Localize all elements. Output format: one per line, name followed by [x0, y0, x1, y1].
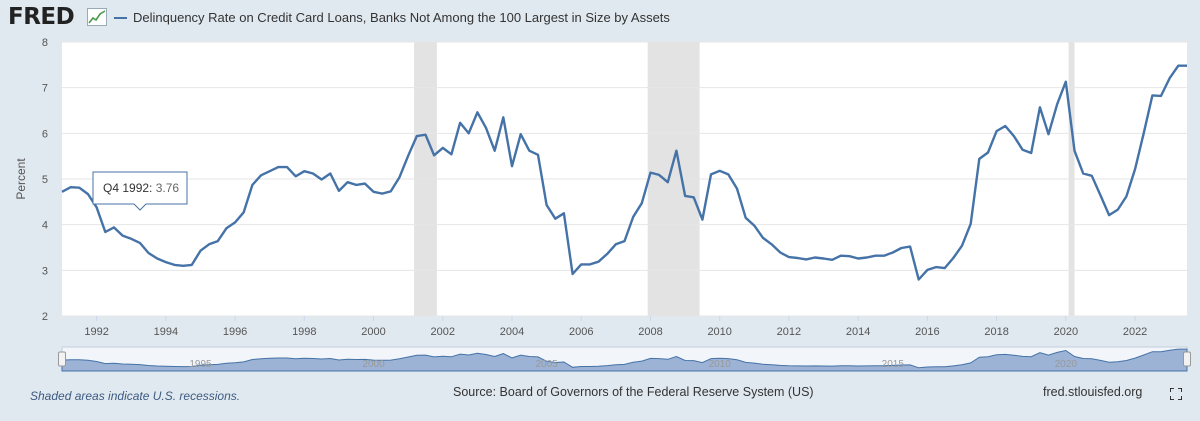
navigator-handle-left[interactable]	[58, 351, 66, 367]
tooltip: Q4 1992: 3.76	[92, 171, 188, 211]
recession-note: Shaded areas indicate U.S. recessions.	[30, 389, 241, 403]
x-tick-label: 2000	[361, 326, 385, 338]
series-line	[61, 64, 1187, 281]
x-tick-label: 2018	[984, 326, 1008, 338]
navigator-label: 2000	[362, 359, 385, 370]
tooltip-box	[92, 171, 188, 211]
y-tick-label: 4	[42, 220, 48, 232]
fred-logo: FRED	[8, 4, 75, 30]
navigator-handle-right[interactable]	[1183, 351, 1191, 367]
x-tick-label: 2016	[915, 326, 939, 338]
navigator-label: 2005	[535, 359, 558, 370]
site-link[interactable]: fred.stlouisfed.org	[1043, 385, 1143, 399]
x-tick-label: 1998	[292, 326, 316, 338]
navigator-label: 2020	[1055, 359, 1078, 370]
x-tick-label: 2006	[569, 326, 593, 338]
y-tick-label: 2	[42, 311, 48, 323]
navigator-area	[61, 348, 1188, 372]
x-tick-label: 2008	[638, 326, 662, 338]
x-tick-label: 2022	[1123, 326, 1147, 338]
fullscreen-icon[interactable]	[1170, 388, 1182, 400]
navigator-label: 2010	[709, 359, 732, 370]
y-tick-label: 3	[42, 265, 48, 277]
x-tick-label: 2010	[707, 326, 731, 338]
chart-line-icon	[87, 8, 107, 26]
tooltip-value: 3.76	[156, 181, 180, 195]
navigator-label: 2015	[882, 359, 905, 370]
x-tick-label: 2012	[777, 326, 801, 338]
y-axis-title: Percent	[14, 158, 28, 200]
source-text: Source: Board of Governors of the Federa…	[453, 385, 814, 399]
line-chart[interactable]: 2 3 4 5 6 7 8 1992 1994 1996 1998 2000 2002 2004 2006 2…	[0, 0, 1200, 380]
y-tick-label: 7	[42, 83, 48, 95]
chart-legend[interactable]: Delinquency Rate on Credit Card Loans, B…	[114, 10, 670, 25]
y-tick-label: 6	[42, 128, 48, 140]
tooltip-label: Q4 1992:	[103, 181, 156, 195]
tooltip-text: Q4 1992: 3.76	[103, 181, 179, 195]
x-tick-label: 2002	[431, 326, 455, 338]
legend-swatch	[114, 16, 127, 19]
navigator-label: 1995	[189, 359, 212, 370]
x-tick-label: 1994	[154, 326, 178, 338]
x-tick-label: 1992	[84, 326, 108, 338]
y-tick-label: 5	[42, 174, 48, 186]
legend-series-label: Delinquency Rate on Credit Card Loans, B…	[133, 10, 670, 25]
x-tick-label: 2014	[846, 326, 870, 338]
x-tick-label: 2020	[1054, 326, 1078, 338]
x-tick-label: 2004	[500, 326, 524, 338]
x-tick-label: 1996	[223, 326, 247, 338]
y-tick-label: 8	[42, 37, 48, 49]
